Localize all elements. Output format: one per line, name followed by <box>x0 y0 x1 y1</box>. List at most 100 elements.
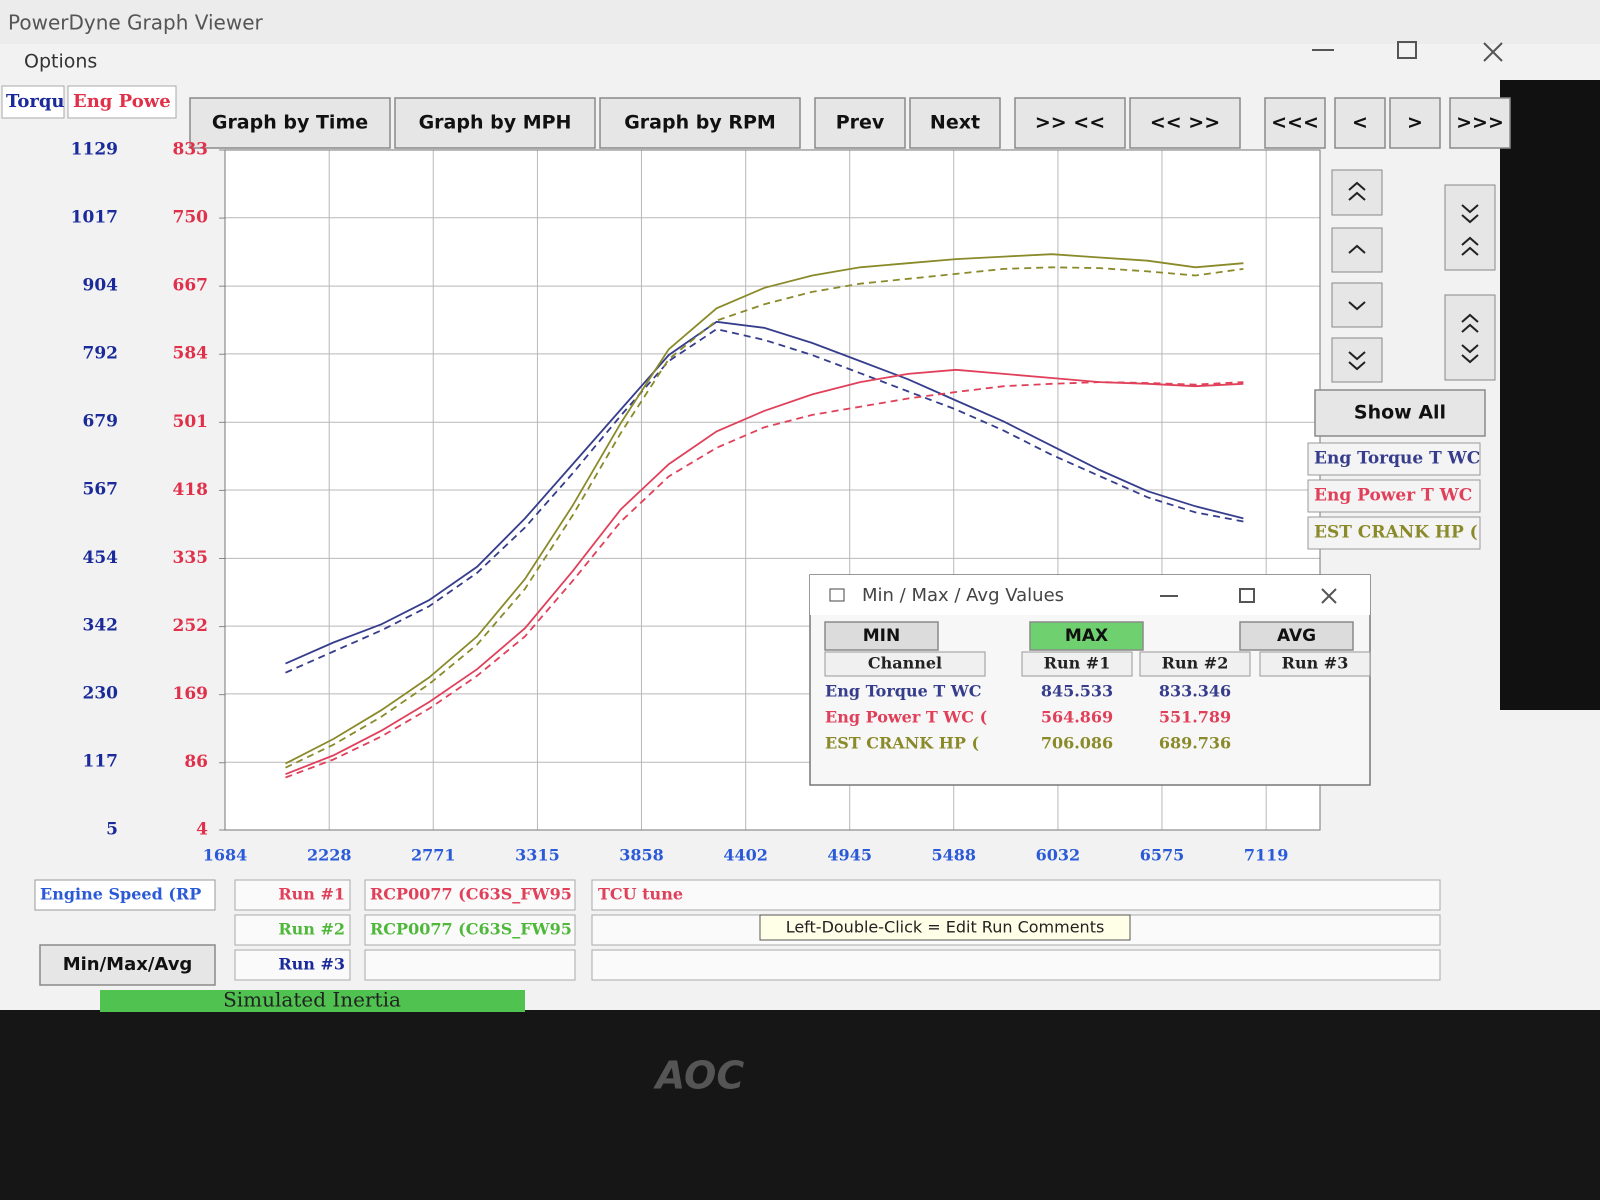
dialog-close[interactable] <box>1321 588 1337 604</box>
data-line <box>285 320 1244 665</box>
cell-value: 689.736 <box>1159 734 1231 753</box>
button-label: Show All <box>1354 402 1446 424</box>
row-channel: Eng Power T WC ( <box>825 708 987 727</box>
dialog-title: Min / Max / Avg Values <box>862 585 1064 606</box>
menu-item[interactable]: Options <box>24 51 97 73</box>
button[interactable] <box>1129 97 1241 149</box>
button[interactable] <box>1264 97 1326 149</box>
x-label-box <box>34 879 216 911</box>
y-tick-label: 117 <box>83 752 119 772</box>
run-label-box[interactable] <box>234 949 351 981</box>
zoom-out-button[interactable] <box>1444 184 1496 271</box>
button[interactable] <box>599 97 801 149</box>
button[interactable] <box>1389 97 1441 149</box>
y-tick-label: 1017 <box>71 207 118 227</box>
button[interactable] <box>394 97 596 149</box>
status-text: Simulated Inertia <box>223 988 401 1012</box>
cell-value: 706.086 <box>1041 734 1113 753</box>
column-header <box>1259 651 1371 677</box>
data-line <box>285 266 1244 769</box>
icon <box>1461 204 1479 256</box>
y2-tick-label: 4 <box>196 820 208 840</box>
button[interactable] <box>909 97 1001 149</box>
button-label: Next <box>930 112 980 134</box>
y2-axis-label: Eng Powe <box>73 91 171 112</box>
y2-tick-label: 335 <box>173 548 209 568</box>
scroll-down-button[interactable] <box>1331 282 1383 328</box>
scroll-buttons <box>1331 169 1496 383</box>
run-label: Run #1 <box>278 885 345 904</box>
button-label: AVG <box>1277 626 1316 646</box>
button[interactable] <box>1334 97 1386 149</box>
x-tick-label: 3858 <box>619 846 664 865</box>
x-tick-label: 4402 <box>723 846 768 865</box>
show-all-button[interactable] <box>1314 389 1486 437</box>
dialog-icon <box>829 588 845 602</box>
status-bar <box>100 990 525 1012</box>
scroll-bottom-button[interactable] <box>1331 337 1383 383</box>
run-label-box[interactable] <box>234 914 351 946</box>
icon <box>1348 301 1366 311</box>
dialog-tab[interactable] <box>1029 621 1144 651</box>
y-tick-label: 454 <box>83 548 119 568</box>
legend-entry[interactable] <box>1307 516 1481 550</box>
x-tick-label: 2771 <box>411 846 456 865</box>
run-comment-box[interactable] <box>591 879 1441 911</box>
y-tick-label: 792 <box>83 343 119 363</box>
button-label: Graph by MPH <box>419 112 572 134</box>
button[interactable] <box>1014 97 1126 149</box>
x-axis-label: Engine Speed (RP <box>40 885 201 904</box>
data-line <box>285 368 1244 776</box>
y-tick-label: 679 <box>83 412 119 432</box>
button[interactable] <box>1449 97 1511 149</box>
y2-tick-label: 501 <box>173 412 209 432</box>
legend-entry[interactable] <box>1307 479 1481 513</box>
run-file: RCP0077 (C63S_FW95 <box>370 920 572 939</box>
dialog-tab[interactable] <box>824 621 939 651</box>
button-label: Prev <box>836 112 885 134</box>
button-label: Graph by Time <box>212 112 368 134</box>
dialog-maximize[interactable] <box>1239 588 1255 603</box>
y2-tick-label: 584 <box>173 344 209 364</box>
tooltip-text: Left-Double-Click = Edit Run Comments <box>786 918 1105 937</box>
data-line <box>285 328 1244 674</box>
y-tick-label: 904 <box>83 276 119 296</box>
axis-header <box>67 85 177 119</box>
close-button[interactable] <box>1483 42 1503 62</box>
column-header-label: Run #3 <box>1282 654 1349 673</box>
y-tick-label: 5 <box>106 820 118 840</box>
cell-value: 564.869 <box>1041 708 1113 727</box>
x-tick-label: 3315 <box>515 846 560 865</box>
y2-tick-label: 833 <box>173 140 209 160</box>
run-file-box[interactable] <box>364 914 576 946</box>
row-channel: EST CRANK HP ( <box>825 734 979 753</box>
button-label: Min/Max/Avg <box>63 954 193 975</box>
cell-value: 551.789 <box>1159 708 1231 727</box>
maximize-button[interactable] <box>1397 41 1417 59</box>
tooltip <box>759 914 1131 941</box>
run-label: Run #3 <box>278 955 345 974</box>
y2-tick-label: 667 <box>173 276 209 296</box>
run-file-box[interactable] <box>364 879 576 911</box>
legend-entry[interactable] <box>1307 442 1481 476</box>
scroll-up-button[interactable] <box>1331 227 1383 273</box>
button[interactable] <box>189 97 391 149</box>
run-comment-box[interactable] <box>591 949 1441 981</box>
run-file-box[interactable] <box>364 949 576 981</box>
dialog-title-bar <box>810 575 1370 615</box>
data-line <box>285 381 1244 779</box>
y-tick-label: 342 <box>83 616 119 636</box>
icon <box>1348 351 1366 371</box>
x-tick-label: 7119 <box>1244 846 1289 865</box>
button-label: MIN <box>863 626 900 646</box>
run-comment: TCU tune <box>598 885 683 904</box>
run-label-box[interactable] <box>234 879 351 911</box>
icon <box>1461 313 1479 364</box>
dialog-tab[interactable] <box>1239 621 1354 651</box>
legend-label: Eng Torque T WC <box>1314 449 1480 469</box>
zoom-in-button[interactable] <box>1444 294 1496 381</box>
min-max-avg-button[interactable] <box>39 944 216 986</box>
cell-value: 833.346 <box>1159 682 1231 701</box>
button[interactable] <box>814 97 906 149</box>
column-header-label: Run #1 <box>1044 654 1111 673</box>
